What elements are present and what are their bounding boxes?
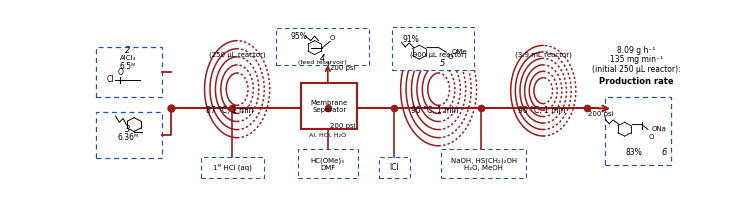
Text: O: O [447,54,452,60]
Text: 90 °C, 1 min: 90 °C, 1 min [518,106,566,115]
Text: 200 psi: 200 psi [588,111,613,117]
Text: 5: 5 [440,59,446,68]
Bar [96,47,162,97]
Text: OMe: OMe [452,49,467,55]
Text: 6: 6 [662,148,667,157]
Text: 3: 3 [125,125,130,134]
Bar [302,83,357,129]
Text: (250 μL reactor): (250 μL reactor) [209,51,266,58]
Text: Production rate: Production rate [599,77,674,86]
Text: NaOH, HS(CH₂)₂OH
H₂O, MeOH: NaOH, HS(CH₂)₂OH H₂O, MeOH [451,157,517,171]
Text: O: O [330,35,335,41]
Bar [201,157,264,178]
Text: 90 °C, 1 min: 90 °C, 1 min [411,106,458,115]
Bar [276,28,369,64]
Bar [96,112,162,159]
Text: Al, HCl, H₂O: Al, HCl, H₂O [309,133,347,138]
Text: 95%: 95% [290,32,308,41]
Text: ONa: ONa [652,126,667,132]
Text: O: O [649,134,655,140]
Text: ICl: ICl [389,163,399,172]
Text: 6.36ᴹ: 6.36ᴹ [117,133,139,142]
Text: (feed reservoir): (feed reservoir) [298,60,346,65]
Text: 135 mg min⁻¹: 135 mg min⁻¹ [610,55,663,64]
Bar [392,27,473,70]
Text: HC(OMe)₃
DMF: HC(OMe)₃ DMF [310,157,345,171]
Text: O: O [117,68,123,77]
Text: AlCl₃: AlCl₃ [120,55,136,61]
Text: 83%: 83% [626,148,642,157]
Text: (900 μL reactor): (900 μL reactor) [410,51,467,58]
Text: 200 psi: 200 psi [330,65,356,71]
Text: 6.5ᴹ: 6.5ᴹ [120,62,136,71]
Text: Membrane
Separator: Membrane Separator [310,100,348,113]
Text: 2: 2 [125,46,130,55]
Bar [379,157,410,178]
Text: (3.9 mL reactor): (3.9 mL reactor) [514,51,572,58]
Text: 8.09 g h⁻¹: 8.09 g h⁻¹ [617,46,656,55]
Text: 4: 4 [320,54,325,63]
Text: 87 °C, 1 min: 87 °C, 1 min [206,106,253,115]
Text: 200 psi: 200 psi [330,123,356,129]
Text: 1ᴹ HCl (aq): 1ᴹ HCl (aq) [213,164,252,171]
Text: 91%: 91% [402,35,419,44]
Bar [605,97,671,165]
Bar [298,149,358,178]
Text: Cl: Cl [107,75,115,84]
Bar [441,149,526,178]
Text: (initial 250 μL reactor):: (initial 250 μL reactor): [592,65,680,74]
